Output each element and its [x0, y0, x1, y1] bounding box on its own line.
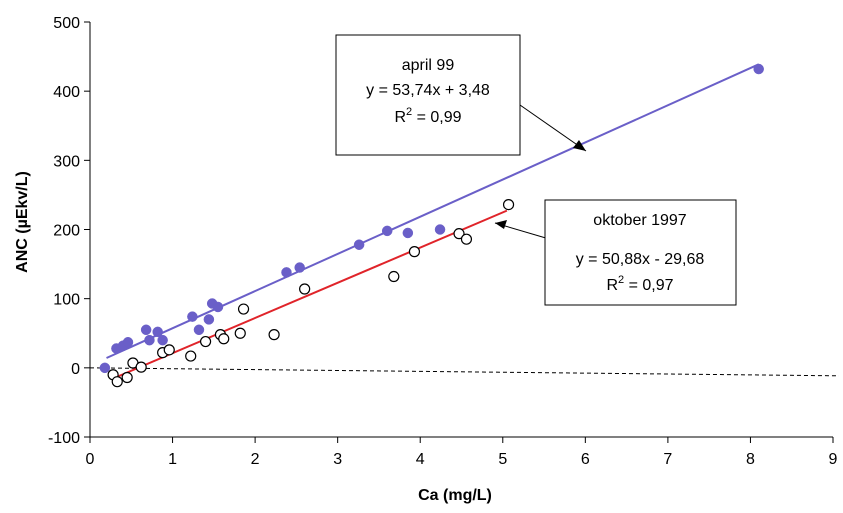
- x-tick-label: 8: [746, 451, 755, 468]
- annotation-equation-april: y = 53,74x + 3,48: [366, 82, 490, 99]
- r2-label: R: [394, 109, 406, 126]
- data-point-series-1: [408, 246, 421, 258]
- annotation-r2-oktober: R2 = 0,97: [606, 274, 673, 294]
- data-point-series-0: [203, 314, 215, 325]
- data-point-series-0: [152, 326, 163, 338]
- data-point-series-0: [434, 224, 446, 235]
- zero-reference-line: [89, 367, 840, 377]
- annotation-box-oktober: oktober 1997 y = 50,88x - 29,68 R2 = 0,9…: [544, 199, 737, 306]
- y-tick-label: 200: [53, 223, 80, 240]
- x-tick-label: 1: [168, 451, 177, 468]
- data-point-series-1: [199, 335, 212, 348]
- annotation-title-oktober: oktober 1997: [593, 212, 687, 229]
- data-point-series-1: [502, 199, 515, 211]
- data-point-series-1: [111, 376, 123, 388]
- y-tick-label: 400: [53, 84, 80, 101]
- data-point-series-1: [135, 361, 147, 373]
- data-point-series-1: [218, 333, 230, 345]
- x-axis-ticks: 0 1 2 3 4 5 6 7 8 9: [86, 437, 838, 468]
- data-point-series-1: [237, 303, 250, 315]
- data-point-series-0: [140, 324, 152, 336]
- y-tick-label: -100: [48, 430, 80, 447]
- data-points: [99, 63, 764, 388]
- annotation-title-april: april 99: [402, 57, 455, 74]
- annotation-box-april: april 99 y = 53,74x + 3,48 R2 = 0,99: [335, 34, 521, 156]
- trendline-1: [114, 209, 508, 379]
- data-point-series-0: [381, 225, 393, 237]
- data-point-series-0: [122, 336, 134, 348]
- x-axis-title: Ca (mg/L): [418, 487, 492, 504]
- x-tick-label: 3: [333, 451, 342, 468]
- data-point-series-0: [157, 334, 168, 346]
- y-tick-label: 500: [53, 15, 80, 32]
- data-point-series-1: [185, 350, 197, 362]
- annotation-arrowhead-april: [573, 140, 586, 151]
- zero-line: [89, 367, 840, 377]
- data-point-series-1: [460, 233, 473, 245]
- y-tick-label: 0: [71, 361, 80, 378]
- data-point-series-0: [281, 267, 292, 278]
- data-point-series-1: [268, 329, 280, 341]
- data-point-series-0: [212, 301, 224, 313]
- data-point-series-0: [294, 262, 305, 273]
- x-tick-label: 7: [663, 451, 672, 468]
- r2-value: = 0,99: [412, 109, 461, 126]
- data-point-series-0: [402, 227, 414, 239]
- data-point-series-1: [388, 270, 400, 283]
- x-tick-label: 5: [498, 451, 507, 468]
- r2-superscript: 2: [618, 274, 624, 286]
- data-point-series-0: [187, 311, 198, 322]
- y-axis-title: ANC (µEkv/L): [14, 171, 31, 273]
- annotation-equation-oktober: y = 50,88x - 29,68: [576, 251, 705, 268]
- data-point-series-0: [99, 362, 111, 374]
- data-point-series-0: [353, 239, 365, 250]
- r2-label: R: [606, 277, 618, 294]
- r2-value: = 0,97: [624, 277, 673, 294]
- y-axis-ticks: -100 0 100 200 300 400 500: [48, 15, 90, 447]
- data-point-series-1: [121, 371, 133, 384]
- data-point-series-1: [299, 283, 311, 295]
- x-tick-label: 2: [251, 451, 260, 468]
- data-point-series-1: [234, 327, 246, 339]
- x-tick-label: 4: [416, 451, 425, 468]
- data-point-series-0: [144, 334, 155, 346]
- y-tick-label: 300: [53, 153, 80, 170]
- data-point-series-1: [453, 228, 465, 240]
- x-tick-label: 9: [829, 451, 838, 468]
- x-tick-label: 0: [86, 451, 95, 468]
- r2-superscript: 2: [406, 106, 412, 118]
- annotation-arrowhead-oktober: [495, 220, 507, 229]
- data-point-series-0: [193, 324, 205, 336]
- data-point-series-0: [753, 63, 764, 75]
- x-tick-label: 6: [581, 451, 590, 468]
- y-tick-label: 100: [53, 292, 80, 309]
- data-point-series-1: [163, 344, 175, 356]
- annotation-r2-april: R2 = 0,99: [394, 106, 461, 126]
- annotation-arrow-april: [519, 104, 587, 152]
